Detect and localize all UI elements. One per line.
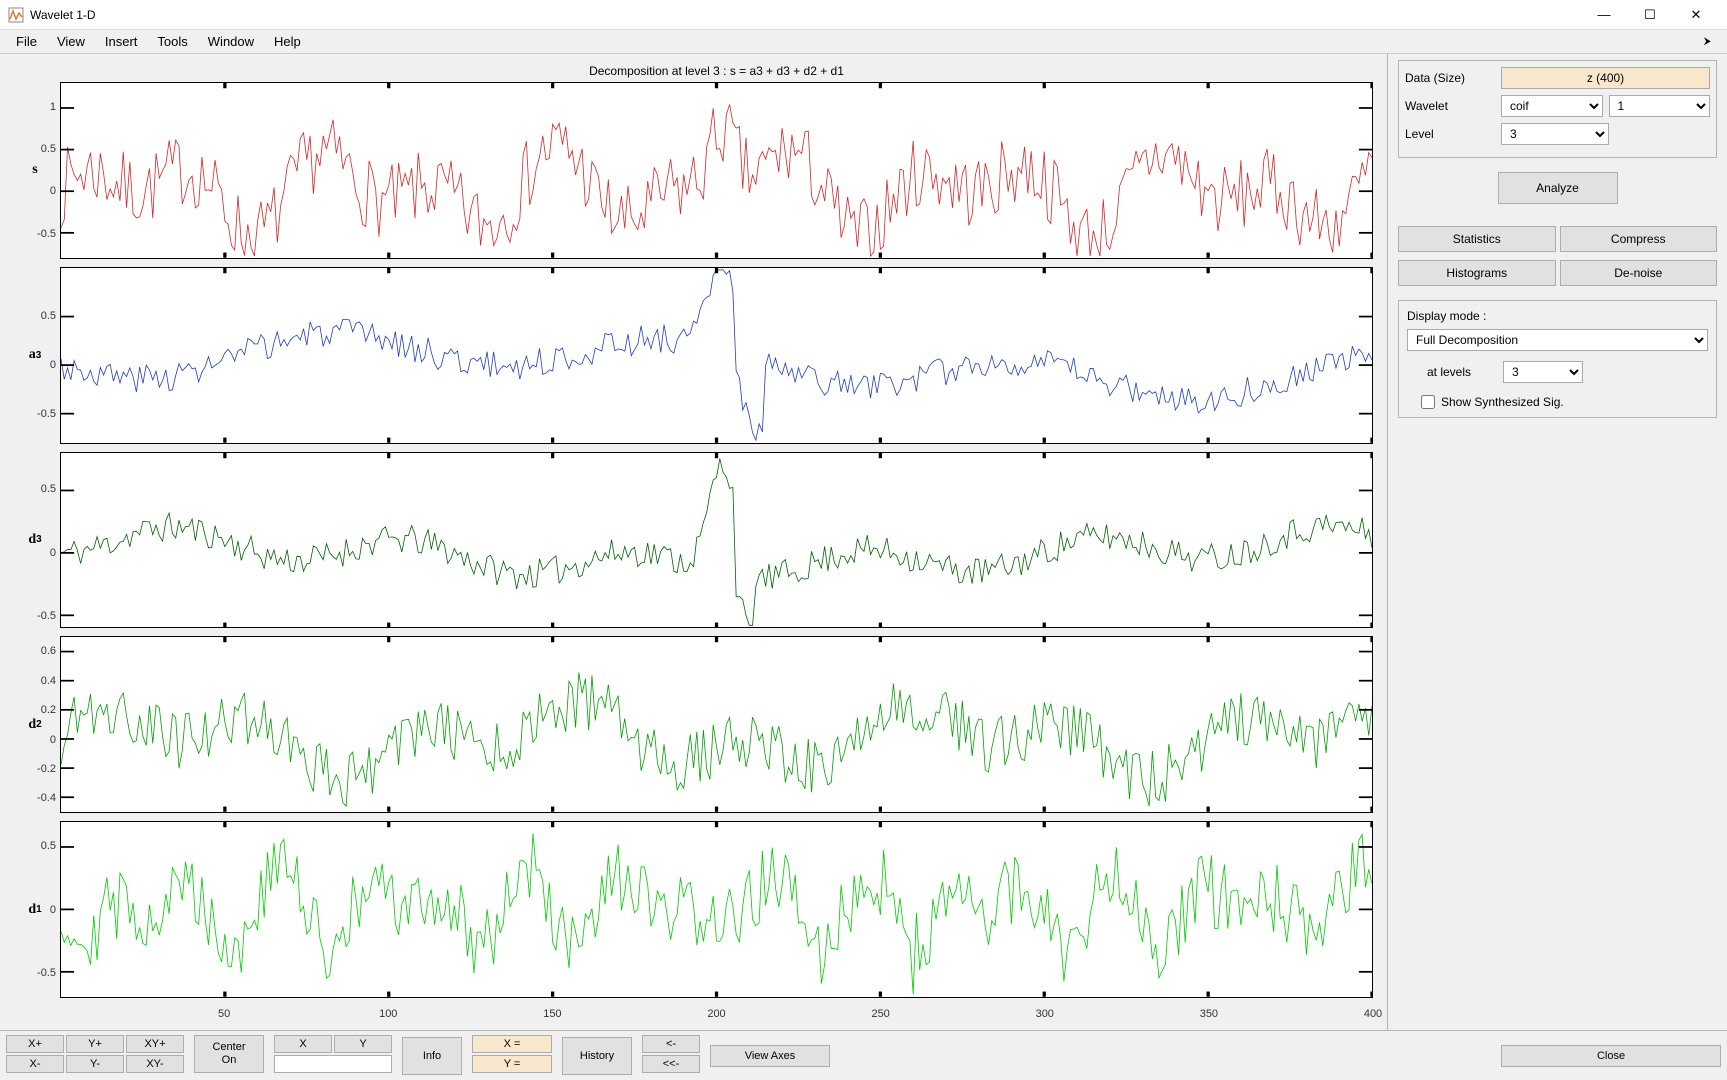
close-button[interactable]: Close [1501, 1045, 1721, 1067]
zoom-xyminus[interactable]: XY- [126, 1055, 184, 1073]
menu-tools[interactable]: Tools [147, 31, 197, 52]
menubar: File View Insert Tools Window Help ⮞ [0, 30, 1727, 54]
menu-help[interactable]: Help [264, 31, 311, 52]
info-y-label: Y = [472, 1055, 552, 1073]
wavelet-label: Wavelet [1405, 99, 1495, 113]
zoom-xminus[interactable]: X- [6, 1055, 64, 1073]
zoom-yminus[interactable]: Y- [66, 1055, 124, 1073]
data-size-label: Data (Size) [1405, 71, 1495, 85]
level-label: Level [1405, 127, 1495, 141]
chart-title: Decomposition at level 3 : s = a3 + d3 +… [60, 64, 1373, 78]
show-synth-label: Show Synthesized Sig. [1441, 395, 1564, 409]
zoom-xyplus[interactable]: XY+ [126, 1035, 184, 1053]
maximize-button[interactable]: ☐ [1627, 0, 1673, 30]
history-button[interactable]: History [562, 1037, 632, 1075]
titlebar: Wavelet 1-D — ☐ ✕ [0, 0, 1727, 30]
menu-window[interactable]: Window [198, 31, 264, 52]
info-button[interactable]: Info [402, 1037, 462, 1075]
display-mode-select[interactable]: Full Decomposition [1407, 329, 1708, 351]
history-fwdback[interactable]: <<- [642, 1055, 700, 1073]
bottom-toolbar: X+ Y+ XY+ X- Y- XY- CenterOn X Y Info [0, 1030, 1727, 1080]
denoise-button[interactable]: De-noise [1560, 260, 1718, 286]
chart-a3[interactable]: -0.500.5 [60, 267, 1373, 444]
coord-input[interactable] [274, 1055, 392, 1073]
view-axes-button[interactable]: View Axes [710, 1045, 830, 1067]
histograms-button[interactable]: Histograms [1398, 260, 1556, 286]
compress-button[interactable]: Compress [1560, 226, 1718, 252]
info-x-label: X = [472, 1035, 552, 1053]
zoom-yplus[interactable]: Y+ [66, 1035, 124, 1053]
analyze-button[interactable]: Analyze [1498, 172, 1618, 204]
center-on-button[interactable]: CenterOn [194, 1035, 264, 1073]
level-select[interactable]: 3 [1501, 123, 1609, 145]
zoom-xplus[interactable]: X+ [6, 1035, 64, 1053]
chart-s[interactable]: Decomposition at level 3 : s = a3 + d3 +… [60, 82, 1373, 259]
controls-panel: Data (Size) z (400) Wavelet coif 1 Level… [1387, 54, 1727, 1030]
wavelet-order-select[interactable]: 1 [1609, 95, 1711, 117]
minimize-button[interactable]: — [1581, 0, 1627, 30]
plot-area: sDecomposition at level 3 : s = a3 + d3 … [0, 54, 1387, 1030]
chart-d3[interactable]: -0.500.5 [60, 452, 1373, 629]
menu-view[interactable]: View [47, 31, 95, 52]
menu-overflow-icon[interactable]: ⮞ [1694, 33, 1721, 50]
display-mode-label: Display mode : [1407, 309, 1708, 323]
data-size-value: z (400) [1501, 67, 1710, 89]
app-icon [8, 7, 24, 23]
x-axis-ticks: 50100150200250300350400 [60, 1006, 1373, 1026]
coord-y-button[interactable]: Y [334, 1035, 392, 1053]
coord-x-button[interactable]: X [274, 1035, 332, 1053]
show-synth-checkbox[interactable] [1421, 395, 1435, 409]
close-window-button[interactable]: ✕ [1673, 0, 1719, 30]
wavelet-family-select[interactable]: coif [1501, 95, 1603, 117]
window-title: Wavelet 1-D [30, 8, 1581, 22]
history-back[interactable]: <- [642, 1035, 700, 1053]
chart-d1[interactable]: -0.500.5 [60, 821, 1373, 998]
chart-d2[interactable]: -0.4-0.200.20.40.6 [60, 636, 1373, 813]
statistics-button[interactable]: Statistics [1398, 226, 1556, 252]
menu-file[interactable]: File [6, 31, 47, 52]
at-levels-select[interactable]: 3 [1503, 361, 1583, 383]
menu-insert[interactable]: Insert [95, 31, 148, 52]
at-levels-label: at levels [1427, 365, 1497, 379]
